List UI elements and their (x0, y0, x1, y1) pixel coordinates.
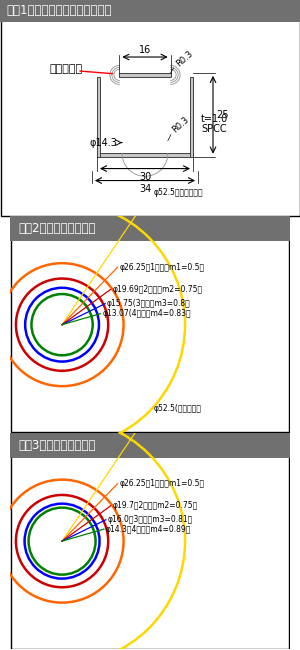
Text: 30: 30 (139, 172, 151, 181)
Text: φ19.7（2絞り：m2=0.75）: φ19.7（2絞り：m2=0.75） (112, 501, 198, 510)
Text: 『図1』円筒絞りのトリミング代: 『図1』円筒絞りのトリミング代 (6, 5, 112, 18)
Text: φ52.5(ブランク）: φ52.5(ブランク） (153, 404, 201, 413)
Text: φ14.3（4絞り：m4=0.89）: φ14.3（4絞り：m4=0.89） (106, 525, 191, 534)
Text: φ15.75(3絞り：m3=0.8）: φ15.75(3絞り：m3=0.8） (107, 299, 191, 308)
Text: φ26.25（1絞り：m1=0.5）: φ26.25（1絞り：m1=0.5） (119, 479, 205, 488)
Bar (190, 77, 193, 157)
Text: t=1.0: t=1.0 (201, 114, 228, 124)
Text: φ13.07(4絞り：m4=0.83）: φ13.07(4絞り：m4=0.83） (102, 309, 191, 318)
Bar (11, 216, 290, 241)
Text: 『図3』調整した絞り径: 『図3』調整した絞り径 (19, 439, 96, 452)
Text: φ14.3: φ14.3 (89, 138, 117, 148)
Text: 25: 25 (216, 110, 229, 120)
Text: φ52.5（ブランク）: φ52.5（ブランク） (153, 188, 203, 197)
Bar (97, 77, 100, 157)
Text: φ26.25（1絞り：m1=0.5）: φ26.25（1絞り：m1=0.5） (119, 263, 205, 272)
Text: φ16.0（3絞り：m3=0.81）: φ16.0（3絞り：m3=0.81） (108, 515, 193, 525)
Bar (11, 433, 290, 458)
Bar (119, 73, 171, 77)
Text: R0.3: R0.3 (171, 115, 191, 135)
Text: SPCC: SPCC (201, 124, 226, 134)
Text: 16: 16 (139, 45, 151, 55)
Text: R0.3: R0.3 (175, 49, 195, 69)
Text: φ19.69（2絞り：m2=0.75）: φ19.69（2絞り：m2=0.75） (112, 285, 202, 294)
Text: 『図2』絞り回数を知る: 『図2』絞り回数を知る (19, 222, 96, 235)
Bar (97, 153, 193, 157)
Text: トリミング: トリミング (49, 64, 82, 74)
Text: 34: 34 (139, 183, 151, 194)
Bar (0, 0, 300, 22)
